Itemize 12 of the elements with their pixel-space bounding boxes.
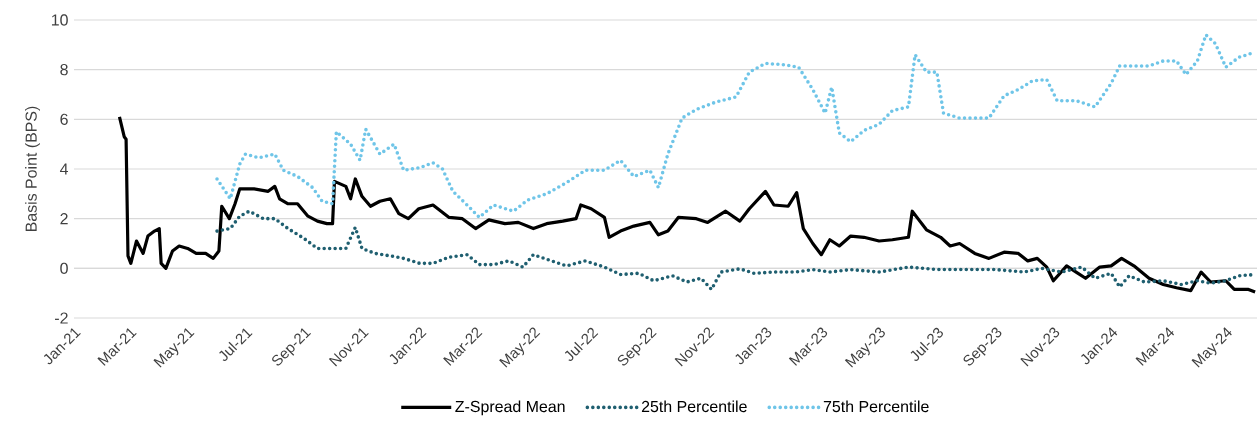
y-tick-label: -2 xyxy=(55,312,68,324)
y-tick-label: 2 xyxy=(60,213,68,225)
legend-label: 25th Percentile xyxy=(641,400,747,413)
legend-label: 75th Percentile xyxy=(823,400,929,413)
y-tick-label: 6 xyxy=(60,113,68,125)
y-tick-label: 4 xyxy=(59,163,69,175)
y-tick-label: 10 xyxy=(51,14,68,26)
line-series xyxy=(117,115,1257,294)
y-tick-label: 8 xyxy=(60,64,68,76)
y-tick-label: 0 xyxy=(60,262,68,274)
y-axis-title: Basis Point (BPS) xyxy=(25,106,40,232)
legend-label: Z-Spread Mean xyxy=(455,400,565,416)
